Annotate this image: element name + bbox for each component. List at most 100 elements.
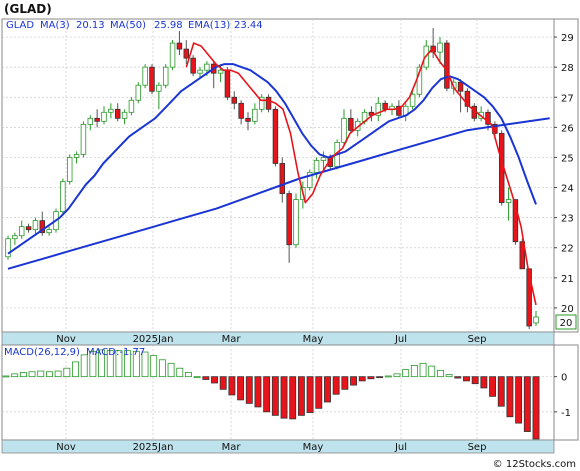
candle-down xyxy=(526,268,532,327)
candle-down xyxy=(457,81,464,92)
macd-bar-positive xyxy=(106,350,114,378)
candle-down xyxy=(238,102,244,119)
legend-ma50-label: MA(50) xyxy=(110,20,146,31)
candle-up xyxy=(73,154,80,158)
macd-bar-negative xyxy=(506,376,514,418)
legend-ticker: GLAD xyxy=(6,20,34,31)
date-tick-label: Mar xyxy=(222,442,242,453)
candle-up xyxy=(197,69,203,74)
macd-bar-positive xyxy=(176,367,184,378)
macd-bar-negative xyxy=(367,376,375,380)
date-tick-label: Nov xyxy=(56,334,76,345)
candle-up xyxy=(142,66,148,86)
macd-bar-negative xyxy=(497,376,505,407)
date-tick-label: Nov xyxy=(56,442,76,453)
candle-up xyxy=(87,117,94,125)
macd-ticks: 0 -1 xyxy=(554,373,571,419)
price-tick-label: 22 xyxy=(561,244,574,255)
macd-bar-positive xyxy=(436,369,444,378)
macd-bar-negative xyxy=(211,376,218,384)
candle-up xyxy=(135,84,142,101)
price-tick-label: 27 xyxy=(561,93,574,104)
date-tick-label: 2025Jan xyxy=(133,334,174,345)
candle-down xyxy=(183,48,190,59)
macd-bar-negative xyxy=(297,376,305,416)
macd-bar-negative xyxy=(489,376,496,397)
candles-layer xyxy=(5,28,539,329)
candle-up xyxy=(169,42,176,68)
macd-bar-negative xyxy=(263,376,271,413)
candle-down xyxy=(396,105,402,116)
candle-up xyxy=(80,123,87,155)
macd-legend-value: MACD:-1.77 xyxy=(86,347,145,358)
candle-down xyxy=(382,102,388,110)
last-price-box xyxy=(555,314,577,330)
candle-down xyxy=(348,117,354,131)
price-tick-label: 25 xyxy=(561,153,574,164)
chart-title: (GLAD) xyxy=(4,2,52,16)
candle-down xyxy=(149,66,155,92)
macd-bar-negative xyxy=(315,376,323,409)
price-axis xyxy=(553,18,579,333)
price-tick-label: 26 xyxy=(561,123,574,134)
candle-up xyxy=(101,111,107,122)
date-tick-label: Sep xyxy=(468,442,487,453)
macd-bar-negative xyxy=(332,376,340,395)
legend-ema13-value: 23.44 xyxy=(234,20,263,31)
macd-bar-positive xyxy=(132,350,140,378)
candle-down xyxy=(231,96,238,104)
date-tick-label: May xyxy=(303,334,324,345)
macd-bar-positive xyxy=(54,370,62,378)
macd-bar-positive xyxy=(11,373,19,378)
price-tick-label: 29 xyxy=(561,33,574,44)
candle-up xyxy=(5,238,11,258)
candle-down xyxy=(286,193,292,246)
candle-up xyxy=(32,220,39,231)
candle-up xyxy=(121,111,128,119)
macd-bar-positive xyxy=(167,362,175,378)
candle-up xyxy=(252,108,258,122)
macd-bar-negative xyxy=(532,376,540,440)
candle-down xyxy=(25,226,32,231)
last-price-label: 20 xyxy=(560,318,573,329)
date-tick-label: Mar xyxy=(222,334,242,345)
macd-bar-negative xyxy=(228,376,236,396)
date-ticks: Nov Nov 2025Jan 2025Jan Mar Mar May May Jul Jul Se… xyxy=(56,334,486,453)
price-tick-label: 28 xyxy=(561,63,574,74)
macd-bar-positive xyxy=(428,365,436,378)
date-axis-band xyxy=(1,439,555,454)
macd-legend-label: MACD(26,12,9) xyxy=(4,347,80,358)
candle-up xyxy=(18,226,25,237)
candle-down xyxy=(176,42,183,50)
macd-bar-negative xyxy=(219,376,227,390)
macd-bar-negative xyxy=(523,376,531,432)
candle-up xyxy=(156,84,162,92)
candle-up xyxy=(533,316,539,324)
candle-up xyxy=(12,235,18,240)
macd-bar-negative xyxy=(324,376,331,403)
candle-down xyxy=(519,241,526,270)
macd-bar-positive xyxy=(402,369,410,378)
macd-bars-layer xyxy=(2,349,540,440)
candle-down xyxy=(224,69,231,98)
candle-up xyxy=(341,117,347,143)
date-tick-label: Jul xyxy=(394,442,407,453)
ema13-line xyxy=(7,63,537,255)
candle-down xyxy=(272,108,279,164)
candle-up xyxy=(162,66,169,86)
legend-ma3-label: MA(3) xyxy=(40,20,70,31)
macd-bar-positive xyxy=(393,373,401,378)
candle-down xyxy=(512,199,519,243)
candle-up xyxy=(313,160,320,173)
macd-bar-positive xyxy=(124,350,132,378)
macd-bar-negative xyxy=(271,376,279,416)
macd-bar-positive xyxy=(28,371,36,378)
macd-bar-positive xyxy=(72,361,79,378)
price-ticks: 20 21 22 23 24 25 26 27 28 29 xyxy=(554,33,574,315)
candle-down xyxy=(485,111,491,125)
macd-axis xyxy=(553,344,579,441)
candle-up xyxy=(60,181,66,213)
macd-bar-negative xyxy=(289,376,297,420)
